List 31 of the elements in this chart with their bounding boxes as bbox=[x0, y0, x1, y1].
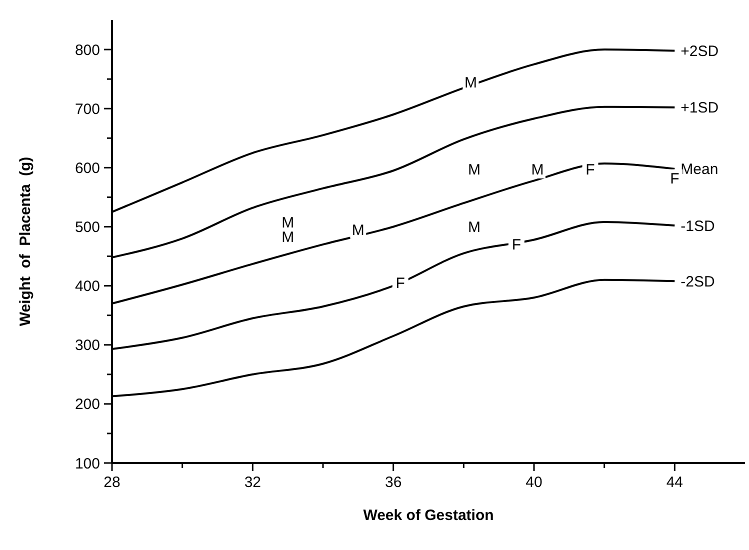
annotation: M bbox=[352, 222, 364, 239]
annotation: M bbox=[282, 229, 294, 246]
y-axis-title: Weight of Placenta (g) bbox=[17, 156, 34, 326]
series-label: -2SD bbox=[680, 273, 716, 290]
annotation: M bbox=[464, 74, 477, 92]
y-tick-label: 800 bbox=[74, 42, 100, 59]
y-tick-label: 700 bbox=[74, 100, 100, 118]
series-label: Mean bbox=[680, 161, 718, 178]
x-axis-title: Week of Gestation bbox=[363, 507, 494, 524]
annotation: M bbox=[468, 162, 480, 179]
annotation: F bbox=[586, 162, 595, 179]
annotation: F bbox=[396, 275, 405, 292]
series-label: +2SD bbox=[680, 42, 719, 60]
x-tick-label: 32 bbox=[244, 474, 262, 491]
y-tick-label: 200 bbox=[74, 396, 100, 414]
y-tick-label: 100 bbox=[74, 455, 100, 472]
y-tick-label: 400 bbox=[74, 278, 100, 296]
x-tick-label: 40 bbox=[526, 474, 542, 491]
annotation: F bbox=[512, 236, 522, 254]
annotation: M bbox=[531, 162, 544, 179]
series-label: -1SD bbox=[680, 218, 716, 235]
x-tick-label: 44 bbox=[666, 474, 684, 491]
y-tick-label: 500 bbox=[74, 218, 100, 236]
annotation: M bbox=[282, 214, 294, 232]
annotation: M bbox=[468, 218, 480, 236]
x-tick-label: 36 bbox=[384, 474, 402, 491]
series-label: +1SD bbox=[680, 100, 719, 117]
x-tick-label: 28 bbox=[104, 474, 120, 491]
y-tick-label: 600 bbox=[74, 160, 100, 177]
y-tick-label: 300 bbox=[74, 337, 100, 354]
annotation: F bbox=[670, 170, 680, 188]
